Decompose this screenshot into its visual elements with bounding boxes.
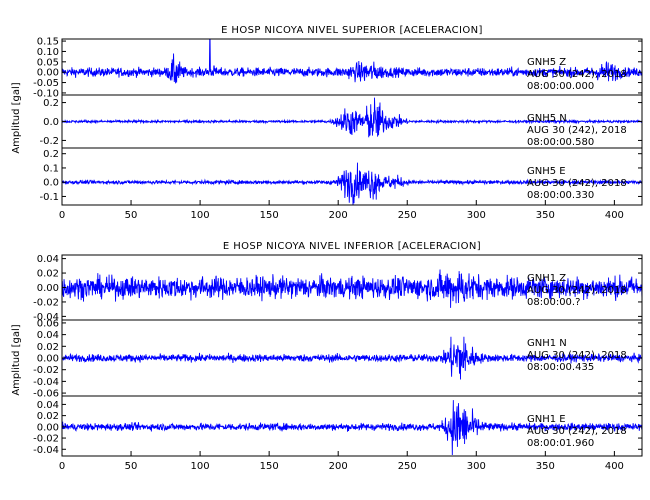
y-tick-label: 0.1 [43, 163, 59, 174]
y-tick-label: 0.0 [43, 117, 59, 128]
trace-label: AUG 30 (242), 2018 [527, 178, 627, 189]
subplot-frame [61, 147, 643, 206]
x-tick-label: 200 [329, 461, 348, 472]
trace-label: 08:00:00.580 [527, 137, 594, 148]
x-tick-label: 0 [59, 210, 65, 221]
y-tick-label: -0.02 [33, 434, 59, 445]
y-tick-label: -0.02 [33, 365, 59, 376]
trace-label: GNH1 Z [527, 273, 566, 284]
y-tick-label: 0.06 [37, 318, 59, 329]
x-tick-label: 100 [191, 461, 210, 472]
x-tick-label: 150 [260, 210, 279, 221]
y-tick-label: -0.05 [33, 78, 59, 89]
trace-label: 08:00:00.? [527, 297, 580, 308]
y-tick-label: 0.04 [37, 330, 59, 341]
y-tick-label: -0.2 [39, 136, 59, 147]
x-tick-label: 350 [536, 461, 555, 472]
y-tick-label: -0.02 [33, 297, 59, 308]
y-tick-label: -0.06 [33, 389, 59, 400]
y-tick-label: 0.00 [37, 354, 59, 365]
y-tick-label: 0.00 [37, 68, 59, 79]
y-tick-label: 0.02 [37, 342, 59, 353]
y-tick-label: 0.04 [37, 400, 59, 411]
trace-label: GNH5 E [527, 166, 566, 177]
ylabel-superior: Amplitud [gal] [11, 82, 22, 153]
y-tick-label: 0.10 [37, 47, 59, 58]
y-tick-label: 0.02 [37, 411, 59, 422]
x-tick-label: 400 [605, 210, 624, 221]
y-tick-label: -0.04 [33, 377, 59, 388]
y-tick-label: -0.10 [33, 88, 59, 99]
y-tick-label: -0.04 [33, 312, 59, 323]
x-tick-label: 250 [398, 461, 417, 472]
y-tick-label: -0.04 [33, 445, 59, 456]
x-tick-label: 50 [125, 210, 138, 221]
trace-label: AUG 30 (242), 2018 [527, 350, 627, 361]
trace-label: AUG 30 (242), 2018 [527, 69, 627, 80]
y-tick-label: 0.0 [43, 178, 59, 189]
x-tick-label: 400 [605, 461, 624, 472]
trace-label: AUG 30 (242), 2018 [527, 285, 627, 296]
waveform-gnh1-z [62, 269, 642, 308]
y-tick-label: 0.2 [43, 98, 59, 109]
ylabel-inferior: Amplitud [gal] [11, 324, 22, 395]
x-tick-label: 250 [398, 210, 417, 221]
y-tick-label: 0.00 [37, 422, 59, 433]
trace-label: GNH5 Z [527, 57, 566, 68]
chart-title-inferior: E HOSP NICOYA NIVEL INFERIOR [ACELERACIO… [223, 241, 481, 252]
trace-label: 08:00:01.960 [527, 438, 594, 449]
trace-label: GNH1 N [527, 338, 567, 349]
waveform-gnh5-z [62, 39, 642, 84]
chart-title-superior: E HOSP NICOYA NIVEL SUPERIOR [ACELERACIO… [221, 25, 483, 36]
x-tick-label: 350 [536, 210, 555, 221]
waveform-gnh5-n [62, 97, 642, 138]
waveform-gnh1-n [62, 336, 642, 380]
trace-label: 08:00:00.435 [527, 362, 594, 373]
x-tick-label: 300 [467, 210, 486, 221]
y-tick-label: 0.04 [37, 254, 59, 265]
y-tick-label: 0.2 [43, 149, 59, 160]
y-tick-label: 0.05 [37, 57, 59, 68]
trace-label: AUG 30 (242), 2018 [527, 125, 627, 136]
trace-label: GNH1 E [527, 414, 566, 425]
trace-label: 08:00:00.330 [527, 190, 594, 201]
waveform-gnh1-e [62, 400, 642, 456]
x-tick-label: 200 [329, 210, 348, 221]
trace-label: GNH5 N [527, 113, 567, 124]
x-tick-label: 0 [59, 461, 65, 472]
x-tick-label: 300 [467, 461, 486, 472]
x-tick-label: 100 [191, 210, 210, 221]
subplot-frame [61, 395, 643, 457]
x-tick-label: 150 [260, 461, 279, 472]
y-tick-label: 0.15 [37, 37, 59, 48]
y-tick-label: -0.1 [39, 192, 59, 203]
waveform-gnh5-e [62, 162, 642, 205]
x-tick-label: 50 [125, 461, 138, 472]
y-tick-label: 0.00 [37, 283, 59, 294]
trace-label: 08:00:00.000 [527, 81, 594, 92]
trace-label: AUG 30 (242), 2018 [527, 426, 627, 437]
y-tick-label: 0.02 [37, 269, 59, 280]
